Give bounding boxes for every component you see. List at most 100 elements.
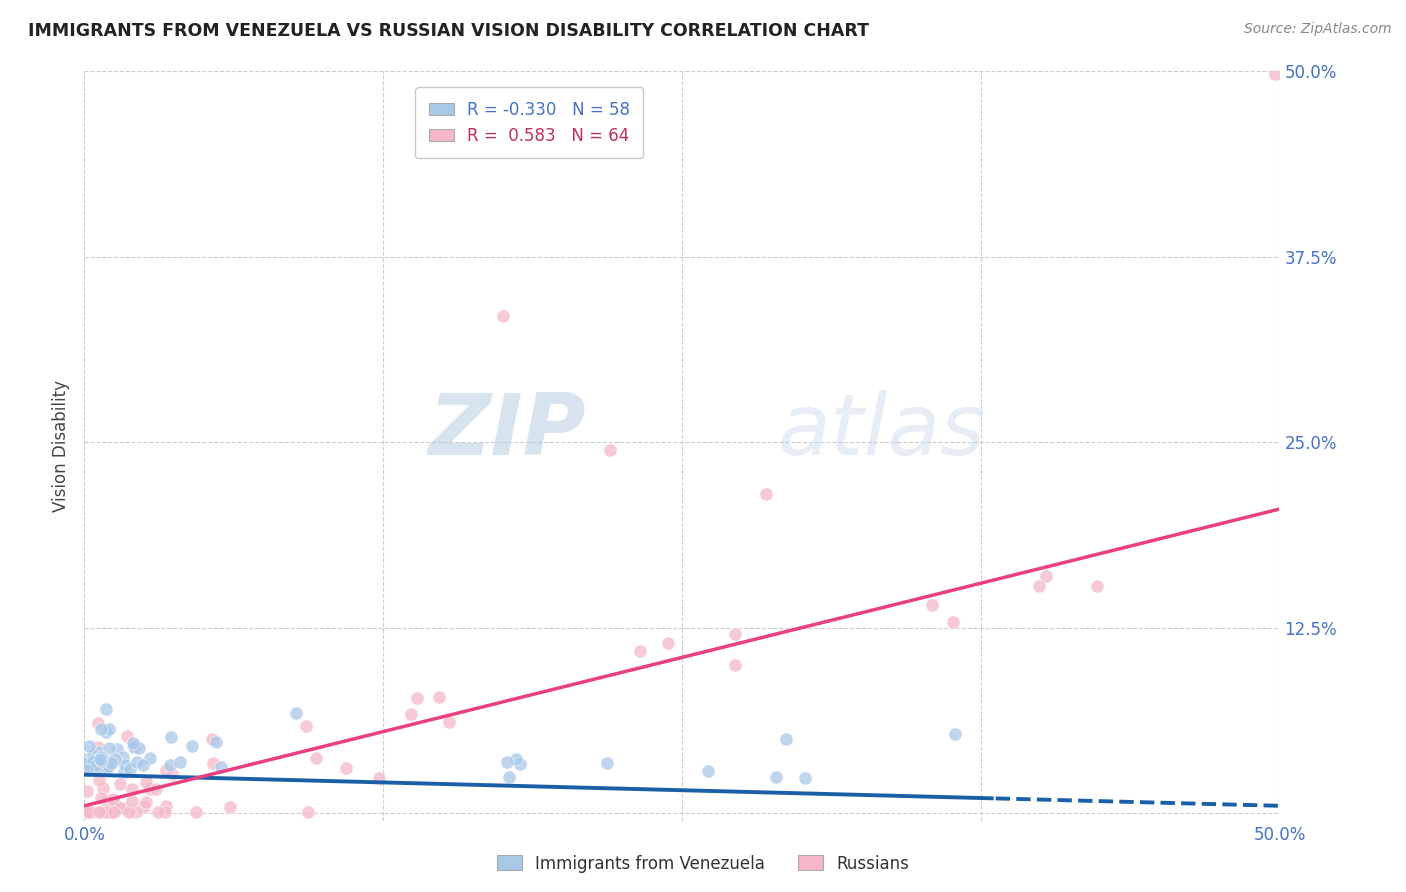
- Point: [124, 739, 146, 754]
- Point: [921, 598, 943, 612]
- Point: [86, 761, 108, 775]
- Point: [94, 753, 117, 767]
- Point: [77, 805, 100, 819]
- Point: [121, 794, 143, 808]
- Point: [128, 740, 150, 755]
- Legend: Immigrants from Venezuela, Russians: Immigrants from Venezuela, Russians: [489, 848, 917, 880]
- Point: [76, 784, 98, 798]
- Point: [100, 805, 122, 819]
- Point: [91, 781, 114, 796]
- Point: [90, 754, 112, 768]
- Legend: R = -0.330   N = 58, R =  0.583   N = 64: R = -0.330 N = 58, R = 0.583 N = 64: [415, 87, 644, 158]
- Point: [508, 756, 530, 771]
- Point: [96, 760, 118, 774]
- Point: [209, 760, 232, 774]
- Point: [146, 805, 169, 819]
- Point: [297, 805, 319, 819]
- Point: [101, 792, 124, 806]
- Point: [114, 757, 136, 772]
- Point: [1028, 579, 1050, 593]
- Point: [180, 739, 202, 753]
- Point: [401, 707, 423, 722]
- Point: [87, 773, 110, 788]
- Point: [94, 762, 117, 776]
- Point: [125, 805, 148, 819]
- Point: [96, 794, 118, 808]
- Text: atlas: atlas: [778, 390, 986, 473]
- Point: [134, 800, 156, 814]
- Point: [108, 777, 131, 791]
- Point: [794, 771, 817, 785]
- Point: [122, 740, 145, 755]
- Point: [84, 757, 107, 772]
- Point: [87, 745, 110, 759]
- Point: [115, 729, 138, 743]
- Point: [104, 797, 127, 812]
- Point: [77, 759, 100, 773]
- Point: [122, 738, 145, 752]
- Point: [724, 658, 747, 673]
- Point: [82, 747, 104, 762]
- Point: [97, 755, 120, 769]
- Point: [132, 758, 155, 772]
- Point: [90, 754, 112, 768]
- Point: [437, 714, 460, 729]
- Point: [505, 752, 527, 766]
- Point: [108, 801, 131, 815]
- Point: [76, 756, 98, 770]
- Point: [89, 752, 111, 766]
- Point: [135, 775, 157, 789]
- Point: [125, 756, 148, 770]
- Point: [765, 770, 787, 784]
- Point: [1264, 67, 1286, 81]
- Point: [76, 752, 98, 766]
- Point: [285, 706, 308, 720]
- Point: [94, 805, 117, 819]
- Point: [184, 805, 207, 819]
- Point: [159, 730, 181, 744]
- Point: [112, 801, 135, 815]
- Point: [942, 615, 965, 630]
- Point: [145, 782, 167, 797]
- Text: ZIP: ZIP: [429, 390, 586, 473]
- Point: [427, 690, 450, 704]
- Point: [1085, 578, 1108, 592]
- Point: [1035, 569, 1057, 583]
- Text: IMMIGRANTS FROM VENEZUELA VS RUSSIAN VISION DISABILITY CORRELATION CHART: IMMIGRANTS FROM VENEZUELA VS RUSSIAN VIS…: [28, 22, 869, 40]
- Point: [86, 716, 108, 731]
- Point: [76, 763, 98, 777]
- Point: [87, 740, 110, 755]
- Point: [90, 750, 112, 764]
- Point: [628, 644, 651, 658]
- Point: [112, 764, 135, 779]
- Point: [162, 766, 184, 780]
- Point: [202, 756, 225, 770]
- Point: [101, 756, 124, 770]
- Point: [100, 756, 122, 770]
- Point: [657, 636, 679, 650]
- Point: [79, 739, 101, 753]
- Point: [724, 627, 747, 641]
- Point: [82, 805, 104, 819]
- Point: [945, 727, 967, 741]
- Point: [103, 805, 125, 819]
- Point: [139, 781, 162, 796]
- Point: [111, 750, 134, 764]
- Point: [122, 736, 145, 750]
- Text: Source: ZipAtlas.com: Source: ZipAtlas.com: [1244, 22, 1392, 37]
- Point: [121, 781, 143, 796]
- Point: [90, 722, 112, 736]
- Y-axis label: Vision Disability: Vision Disability: [52, 380, 70, 512]
- Point: [84, 753, 107, 767]
- Point: [697, 764, 720, 779]
- Point: [159, 758, 181, 772]
- Point: [90, 791, 112, 805]
- Point: [205, 735, 228, 749]
- Point: [76, 805, 98, 819]
- Point: [82, 754, 104, 768]
- Point: [94, 724, 117, 739]
- Point: [496, 755, 519, 769]
- Point: [118, 805, 141, 819]
- Point: [138, 751, 160, 765]
- Point: [492, 309, 515, 323]
